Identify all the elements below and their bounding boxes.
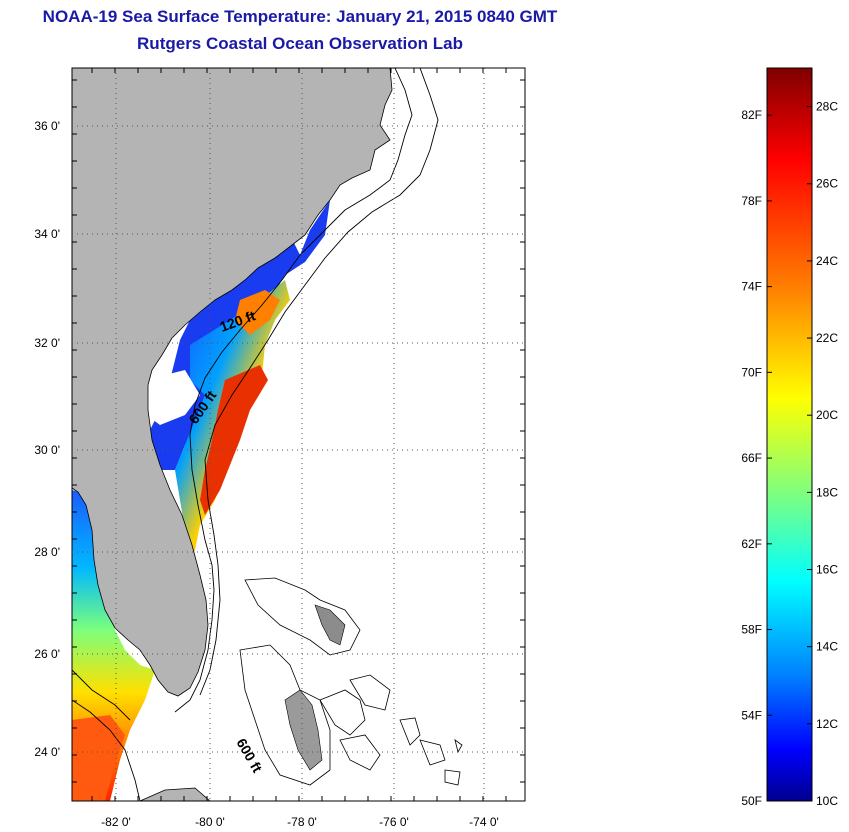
celsius-scale: 28C 26C 24C 22C 20C 18C 16C 14C 12C 10C: [807, 100, 838, 808]
land-andros: [284, 689, 323, 771]
lon-tick-label: -76 0': [379, 815, 409, 829]
colorbar-gradient: [766, 67, 813, 802]
cloud-patch: [140, 370, 200, 425]
fahrenheit-label: 54F: [741, 708, 762, 722]
fahrenheit-label: 58F: [741, 623, 762, 637]
sst-shelf-edge-warm: [235, 290, 280, 335]
sst-gulf-warm-patch: [72, 715, 125, 801]
lon-tick-label: -78 0': [287, 815, 317, 829]
celsius-label: 12C: [816, 717, 838, 731]
celsius-label: 24C: [816, 254, 838, 268]
sst-gulf-stream-core: [200, 365, 268, 515]
sst-map: 36 0' 34 0' 32 0' 30 0' 28 0' 26 0' 24 0' -82 …: [34, 67, 526, 829]
land-us-southeast: [72, 68, 393, 697]
celsius-label: 26C: [816, 177, 838, 191]
lon-tick-label: -80 0': [195, 815, 225, 829]
celsius-label: 16C: [816, 563, 838, 577]
fahrenheit-scale: 82F 78F 74F 70F 66F 62F 58F 54F 50F: [741, 108, 772, 808]
bahama-bank-contours: [239, 577, 463, 786]
celsius-label: 20C: [816, 408, 838, 422]
celsius-label: 22C: [816, 331, 838, 345]
fahrenheit-label: 70F: [741, 365, 762, 379]
lat-tick-label: 32 0': [34, 336, 60, 350]
fahrenheit-label: 82F: [741, 108, 762, 122]
celsius-label: 10C: [816, 794, 838, 808]
fahrenheit-label: 74F: [741, 280, 762, 294]
lat-tick-label: 26 0': [34, 647, 60, 661]
graticule: [72, 68, 525, 801]
lat-tick-label: 36 0': [34, 119, 60, 133]
celsius-label: 28C: [816, 100, 838, 114]
lat-tick-label: 28 0': [34, 545, 60, 559]
map-subtitle: Rutgers Coastal Ocean Observation Lab: [137, 34, 463, 53]
fahrenheit-label: 50F: [741, 794, 762, 808]
land-cuba: [139, 787, 211, 801]
temperature-colorbar: 82F 78F 74F 70F 66F 62F 58F 54F 50F 28C 26C 24C 22C…: [741, 67, 838, 808]
isobath-contours: [72, 68, 439, 801]
fahrenheit-label: 66F: [741, 451, 762, 465]
celsius-label: 18C: [816, 485, 838, 499]
map-title: NOAA-19 Sea Surface Temperature: January…: [42, 7, 558, 26]
celsius-label: 14C: [816, 640, 838, 654]
land-grand-bahama: [314, 604, 346, 646]
lat-tick-label: 30 0': [34, 443, 60, 457]
lon-tick-label: -82 0': [101, 815, 131, 829]
fahrenheit-label: 78F: [741, 194, 762, 208]
lat-tick-label: 24 0': [34, 745, 60, 759]
fahrenheit-label: 62F: [741, 537, 762, 551]
lat-tick-label: 34 0': [34, 227, 60, 241]
lon-tick-label: -74 0': [469, 815, 499, 829]
